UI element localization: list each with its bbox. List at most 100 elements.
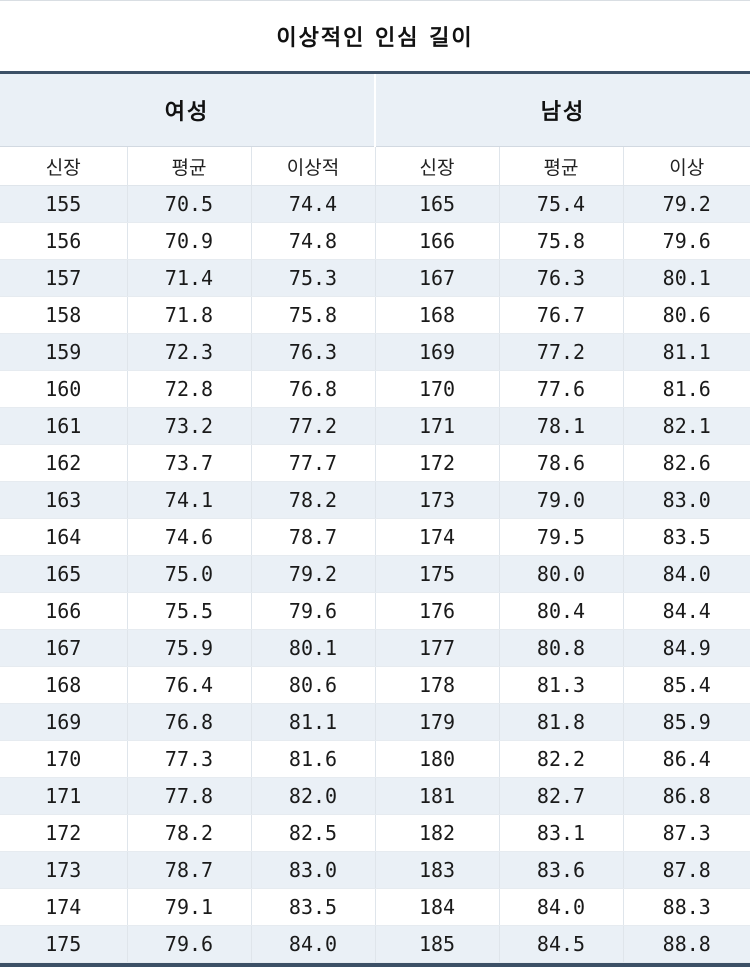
men-average-cell: 84.5 — [499, 925, 624, 963]
men-average-cell: 76.3 — [499, 259, 624, 297]
table-row: 160 72.8 76.8 170 77.6 81.6 — [0, 370, 750, 408]
men-ideal-cell: 80.6 — [623, 296, 750, 334]
women-ideal-cell: 83.0 — [251, 851, 376, 889]
women-ideal-cell: 80.1 — [251, 629, 376, 667]
women-ideal-cell: 82.5 — [251, 814, 376, 852]
women-average-cell: 70.5 — [127, 185, 252, 223]
women-height-cell: 175 — [0, 925, 128, 963]
column-header-row: 신장 평균 이상적 신장 평균 이상 — [0, 146, 750, 186]
men-average-cell: 80.0 — [499, 555, 624, 593]
men-average-cell: 78.1 — [499, 407, 624, 445]
men-ideal-cell: 79.2 — [623, 185, 750, 223]
table-row: 158 71.8 75.8 168 76.7 80.6 — [0, 296, 750, 334]
table-row: 168 76.4 80.6 178 81.3 85.4 — [0, 666, 750, 704]
table-row: 172 78.2 82.5 182 83.1 87.3 — [0, 814, 750, 852]
women-average-cell: 78.7 — [127, 851, 252, 889]
column-header-men-ideal: 이상 — [623, 146, 750, 186]
women-ideal-cell: 80.6 — [251, 666, 376, 704]
column-header-women-average: 평균 — [127, 146, 252, 186]
men-average-cell: 79.0 — [499, 481, 624, 519]
men-height-cell: 184 — [375, 888, 500, 926]
women-ideal-cell: 78.2 — [251, 481, 376, 519]
men-ideal-cell: 81.1 — [623, 333, 750, 371]
men-ideal-cell: 87.3 — [623, 814, 750, 852]
table-row: 161 73.2 77.2 171 78.1 82.1 — [0, 407, 750, 445]
group-header-women: 여성 — [0, 74, 376, 147]
men-average-cell: 84.0 — [499, 888, 624, 926]
men-average-cell: 82.7 — [499, 777, 624, 815]
women-height-cell: 172 — [0, 814, 128, 852]
women-height-cell: 162 — [0, 444, 128, 482]
women-height-cell: 167 — [0, 629, 128, 667]
men-height-cell: 176 — [375, 592, 500, 630]
men-average-cell: 80.8 — [499, 629, 624, 667]
men-average-cell: 81.8 — [499, 703, 624, 741]
men-ideal-cell: 86.4 — [623, 740, 750, 778]
men-height-cell: 167 — [375, 259, 500, 297]
bottom-divider — [0, 963, 750, 967]
men-average-cell: 76.7 — [499, 296, 624, 334]
women-average-cell: 78.2 — [127, 814, 252, 852]
women-height-cell: 156 — [0, 222, 128, 260]
women-ideal-cell: 75.8 — [251, 296, 376, 334]
men-ideal-cell: 83.0 — [623, 481, 750, 519]
table-row: 166 75.5 79.6 176 80.4 84.4 — [0, 592, 750, 630]
table-row: 156 70.9 74.8 166 75.8 79.6 — [0, 222, 750, 260]
table-row: 155 70.5 74.4 165 75.4 79.2 — [0, 185, 750, 223]
women-average-cell: 71.8 — [127, 296, 252, 334]
women-ideal-cell: 74.4 — [251, 185, 376, 223]
women-height-cell: 173 — [0, 851, 128, 889]
men-average-cell: 75.8 — [499, 222, 624, 260]
table-row: 164 74.6 78.7 174 79.5 83.5 — [0, 518, 750, 556]
men-height-cell: 175 — [375, 555, 500, 593]
women-average-cell: 74.1 — [127, 481, 252, 519]
women-height-cell: 157 — [0, 259, 128, 297]
group-header-men: 남성 — [375, 74, 750, 147]
women-average-cell: 77.3 — [127, 740, 252, 778]
men-ideal-cell: 85.4 — [623, 666, 750, 704]
men-height-cell: 179 — [375, 703, 500, 741]
women-ideal-cell: 76.3 — [251, 333, 376, 371]
ideal-length-table: 여성 남성 신장 평균 이상적 신장 평균 이상 155 70.5 74.4 165 7… — [0, 74, 750, 963]
women-ideal-cell: 77.7 — [251, 444, 376, 482]
men-height-cell: 172 — [375, 444, 500, 482]
table-row: 175 79.6 84.0 185 84.5 88.8 — [0, 925, 750, 963]
men-height-cell: 181 — [375, 777, 500, 815]
women-average-cell: 73.7 — [127, 444, 252, 482]
table-row: 170 77.3 81.6 180 82.2 86.4 — [0, 740, 750, 778]
men-average-cell: 77.6 — [499, 370, 624, 408]
men-height-cell: 166 — [375, 222, 500, 260]
men-average-cell: 79.5 — [499, 518, 624, 556]
men-height-cell: 183 — [375, 851, 500, 889]
women-height-cell: 174 — [0, 888, 128, 926]
men-average-cell: 81.3 — [499, 666, 624, 704]
men-ideal-cell: 88.8 — [623, 925, 750, 963]
men-ideal-cell: 82.6 — [623, 444, 750, 482]
column-header-men-height: 신장 — [375, 146, 500, 186]
women-average-cell: 71.4 — [127, 259, 252, 297]
women-average-cell: 75.0 — [127, 555, 252, 593]
table-title: 이상적인 인심 길이 — [0, 0, 750, 71]
women-average-cell: 76.4 — [127, 666, 252, 704]
women-ideal-cell: 79.6 — [251, 592, 376, 630]
women-average-cell: 76.8 — [127, 703, 252, 741]
women-ideal-cell: 81.1 — [251, 703, 376, 741]
table-row: 157 71.4 75.3 167 76.3 80.1 — [0, 259, 750, 297]
table-row: 165 75.0 79.2 175 80.0 84.0 — [0, 555, 750, 593]
title-divider — [0, 71, 750, 74]
women-height-cell: 155 — [0, 185, 128, 223]
women-height-cell: 164 — [0, 518, 128, 556]
women-height-cell: 160 — [0, 370, 128, 408]
men-ideal-cell: 81.6 — [623, 370, 750, 408]
men-ideal-cell: 86.8 — [623, 777, 750, 815]
men-average-cell: 83.1 — [499, 814, 624, 852]
men-height-cell: 173 — [375, 481, 500, 519]
men-height-cell: 170 — [375, 370, 500, 408]
table-row: 163 74.1 78.2 173 79.0 83.0 — [0, 481, 750, 519]
women-average-cell: 70.9 — [127, 222, 252, 260]
women-height-cell: 166 — [0, 592, 128, 630]
men-average-cell: 77.2 — [499, 333, 624, 371]
women-average-cell: 79.1 — [127, 888, 252, 926]
women-ideal-cell: 77.2 — [251, 407, 376, 445]
